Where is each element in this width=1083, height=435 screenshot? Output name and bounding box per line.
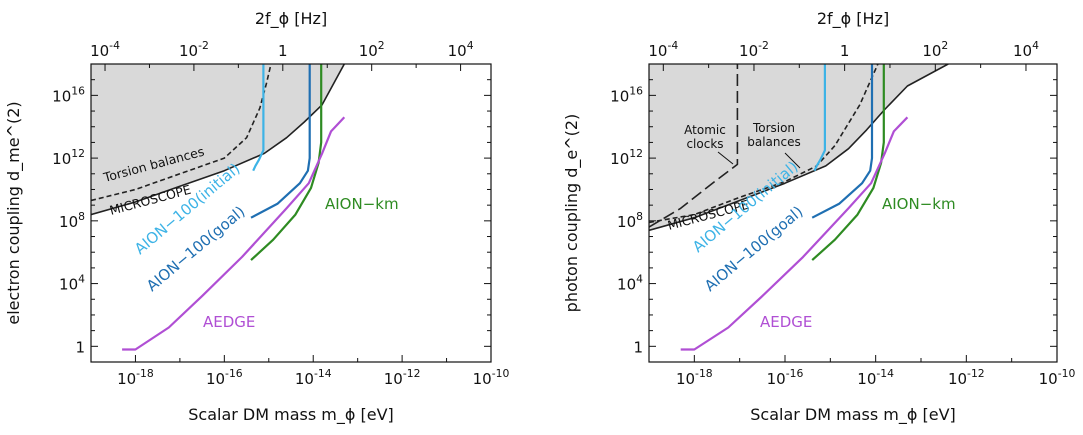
top-tick-label: 104 <box>448 39 474 60</box>
y-axis-label: electron coupling d_me^(2) <box>4 101 24 324</box>
top-tick-label: 104 <box>1013 39 1039 60</box>
series-line-aion-100-goal- <box>811 64 874 219</box>
series-line-atomic-clocks <box>649 64 739 228</box>
series-line-aion-100-initial- <box>813 64 826 172</box>
series-line-torsion-balances <box>91 64 272 202</box>
series-label: AION−km <box>325 195 399 213</box>
x-tick-label: 10-18 <box>676 367 713 388</box>
y-axis-label: photon coupling d_e^(2) <box>562 114 582 313</box>
annotation-arrow <box>784 152 801 169</box>
annotation-label: Torsion <box>752 121 795 135</box>
top-tick-label: 102 <box>359 39 385 60</box>
series-line-torsion-balances <box>649 64 879 224</box>
top-tick-label: 10-4 <box>648 39 678 60</box>
top-tick-label: 10-2 <box>739 39 769 60</box>
x-tick-label: 10-14 <box>857 367 894 388</box>
plot-frame <box>648 63 1058 363</box>
x-tick-label: 10-10 <box>1039 367 1076 388</box>
y-tick-label: 1012 <box>610 147 643 168</box>
series-line-aion-100-goal- <box>250 64 311 219</box>
x-tick-label: 10-10 <box>473 367 510 388</box>
annotation-label: clocks <box>686 137 723 151</box>
chart-electron: 10-18 10-16 10-14 10-12 10-10 10-4 10-2 1 102 104… <box>4 9 509 425</box>
series-line-aion-100-initial- <box>252 64 265 172</box>
x-tick-label: 10-12 <box>384 367 421 388</box>
annotation-label: balances <box>747 135 801 149</box>
y-tick-label: 1012 <box>52 147 85 168</box>
x-axis-label: Scalar DM mass m_ϕ [eV] <box>188 405 394 425</box>
x-axis-label: Scalar DM mass m_ϕ [eV] <box>750 405 956 425</box>
series-label: AEDGE <box>203 313 255 331</box>
top-tick-label: 1 <box>840 42 850 60</box>
top-tick-label: 10-2 <box>179 39 209 60</box>
x-tick-label: 10-14 <box>295 367 332 388</box>
top-tick-label: 1 <box>278 42 288 60</box>
top-tick-label: 102 <box>922 39 948 60</box>
top-tick-label: 10-4 <box>90 39 120 60</box>
annotation-label: Atomic <box>684 123 726 137</box>
y-tick-label: 1016 <box>52 84 85 105</box>
top-axis-label: 2f_ϕ [Hz] <box>817 9 889 29</box>
y-tick-label: 1016 <box>610 84 643 105</box>
excluded-region <box>649 64 1057 231</box>
series-line-aion-km <box>811 64 885 261</box>
y-tick-label: 1 <box>75 338 85 356</box>
y-tick-label: 108 <box>617 210 643 231</box>
chart-photon: 10-18 10-16 10-14 10-12 10-10 10-4 10-2 1 102 104… <box>562 9 1075 425</box>
series-label: AION−km <box>882 195 956 213</box>
series-line-aedge <box>122 116 346 351</box>
excluded-region <box>91 64 491 215</box>
x-tick-label: 10-16 <box>206 367 243 388</box>
series-line-microscope <box>649 64 949 232</box>
x-tick-label: 10-16 <box>767 367 804 388</box>
series-line-aion-km <box>250 64 323 261</box>
plot-frame <box>90 63 492 363</box>
series-line-microscope <box>91 64 346 216</box>
top-axis-label: 2f_ϕ [Hz] <box>255 9 327 29</box>
annotation-arrow <box>717 151 734 165</box>
y-tick-label: 1 <box>633 338 643 356</box>
x-tick-label: 10-12 <box>948 367 985 388</box>
y-tick-label: 104 <box>617 273 643 294</box>
series-label: AION−100(goal) <box>143 202 249 295</box>
y-tick-label: 104 <box>59 273 85 294</box>
series-label: AEDGE <box>760 313 812 331</box>
series-line-aedge <box>680 116 909 351</box>
x-tick-label: 10-18 <box>117 367 154 388</box>
y-tick-label: 108 <box>59 210 85 231</box>
